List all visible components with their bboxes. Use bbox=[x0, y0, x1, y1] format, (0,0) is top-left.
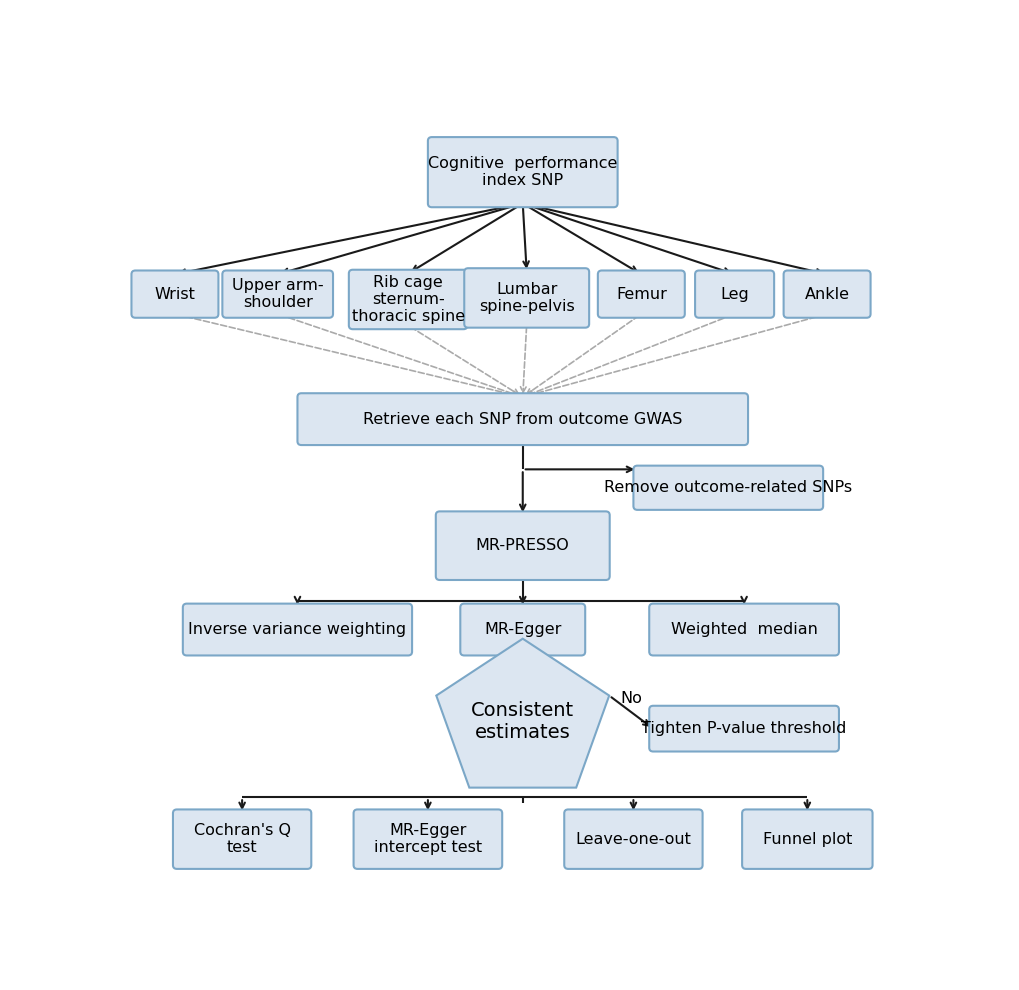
Text: Cognitive  performance
index SNP: Cognitive performance index SNP bbox=[428, 156, 616, 188]
Text: Rib cage
sternum-
thoracic spine: Rib cage sternum- thoracic spine bbox=[352, 274, 465, 325]
Text: Inverse variance weighting: Inverse variance weighting bbox=[189, 622, 407, 637]
Text: Leg: Leg bbox=[719, 287, 748, 302]
FancyBboxPatch shape bbox=[597, 270, 684, 318]
FancyBboxPatch shape bbox=[354, 810, 501, 869]
Polygon shape bbox=[436, 639, 608, 788]
Text: MR-Egger: MR-Egger bbox=[484, 622, 560, 637]
FancyBboxPatch shape bbox=[348, 269, 467, 330]
FancyBboxPatch shape bbox=[131, 270, 218, 318]
FancyBboxPatch shape bbox=[298, 393, 747, 446]
FancyBboxPatch shape bbox=[435, 512, 609, 580]
FancyBboxPatch shape bbox=[783, 270, 870, 318]
FancyBboxPatch shape bbox=[649, 604, 839, 655]
Text: Weighted  median: Weighted median bbox=[671, 622, 816, 637]
FancyBboxPatch shape bbox=[428, 137, 618, 207]
Text: Remove outcome-related SNPs: Remove outcome-related SNPs bbox=[603, 480, 852, 495]
FancyBboxPatch shape bbox=[173, 810, 311, 869]
Text: MR-PRESSO: MR-PRESSO bbox=[476, 539, 569, 553]
FancyBboxPatch shape bbox=[694, 270, 773, 318]
Text: Tighten P-value threshold: Tighten P-value threshold bbox=[641, 721, 846, 737]
Text: Consistent
estimates: Consistent estimates bbox=[471, 701, 574, 742]
Text: Funnel plot: Funnel plot bbox=[762, 832, 851, 846]
FancyBboxPatch shape bbox=[633, 465, 822, 510]
FancyBboxPatch shape bbox=[182, 604, 412, 655]
Text: Femur: Femur bbox=[615, 287, 666, 302]
Text: Ankle: Ankle bbox=[804, 287, 849, 302]
Text: Upper arm-
shoulder: Upper arm- shoulder bbox=[231, 278, 323, 310]
Text: Retrieve each SNP from outcome GWAS: Retrieve each SNP from outcome GWAS bbox=[363, 412, 682, 427]
Text: Cochran's Q
test: Cochran's Q test bbox=[194, 823, 290, 855]
FancyBboxPatch shape bbox=[222, 270, 333, 318]
Text: No: No bbox=[620, 691, 642, 706]
Text: Wrist: Wrist bbox=[154, 287, 196, 302]
FancyBboxPatch shape bbox=[649, 706, 839, 751]
Text: Leave-one-out: Leave-one-out bbox=[575, 832, 691, 846]
Text: MR-Egger
intercept test: MR-Egger intercept test bbox=[373, 823, 482, 855]
FancyBboxPatch shape bbox=[742, 810, 871, 869]
FancyBboxPatch shape bbox=[460, 604, 585, 655]
FancyBboxPatch shape bbox=[464, 268, 589, 328]
Text: Lumbar
spine-pelvis: Lumbar spine-pelvis bbox=[478, 282, 574, 314]
FancyBboxPatch shape bbox=[564, 810, 702, 869]
